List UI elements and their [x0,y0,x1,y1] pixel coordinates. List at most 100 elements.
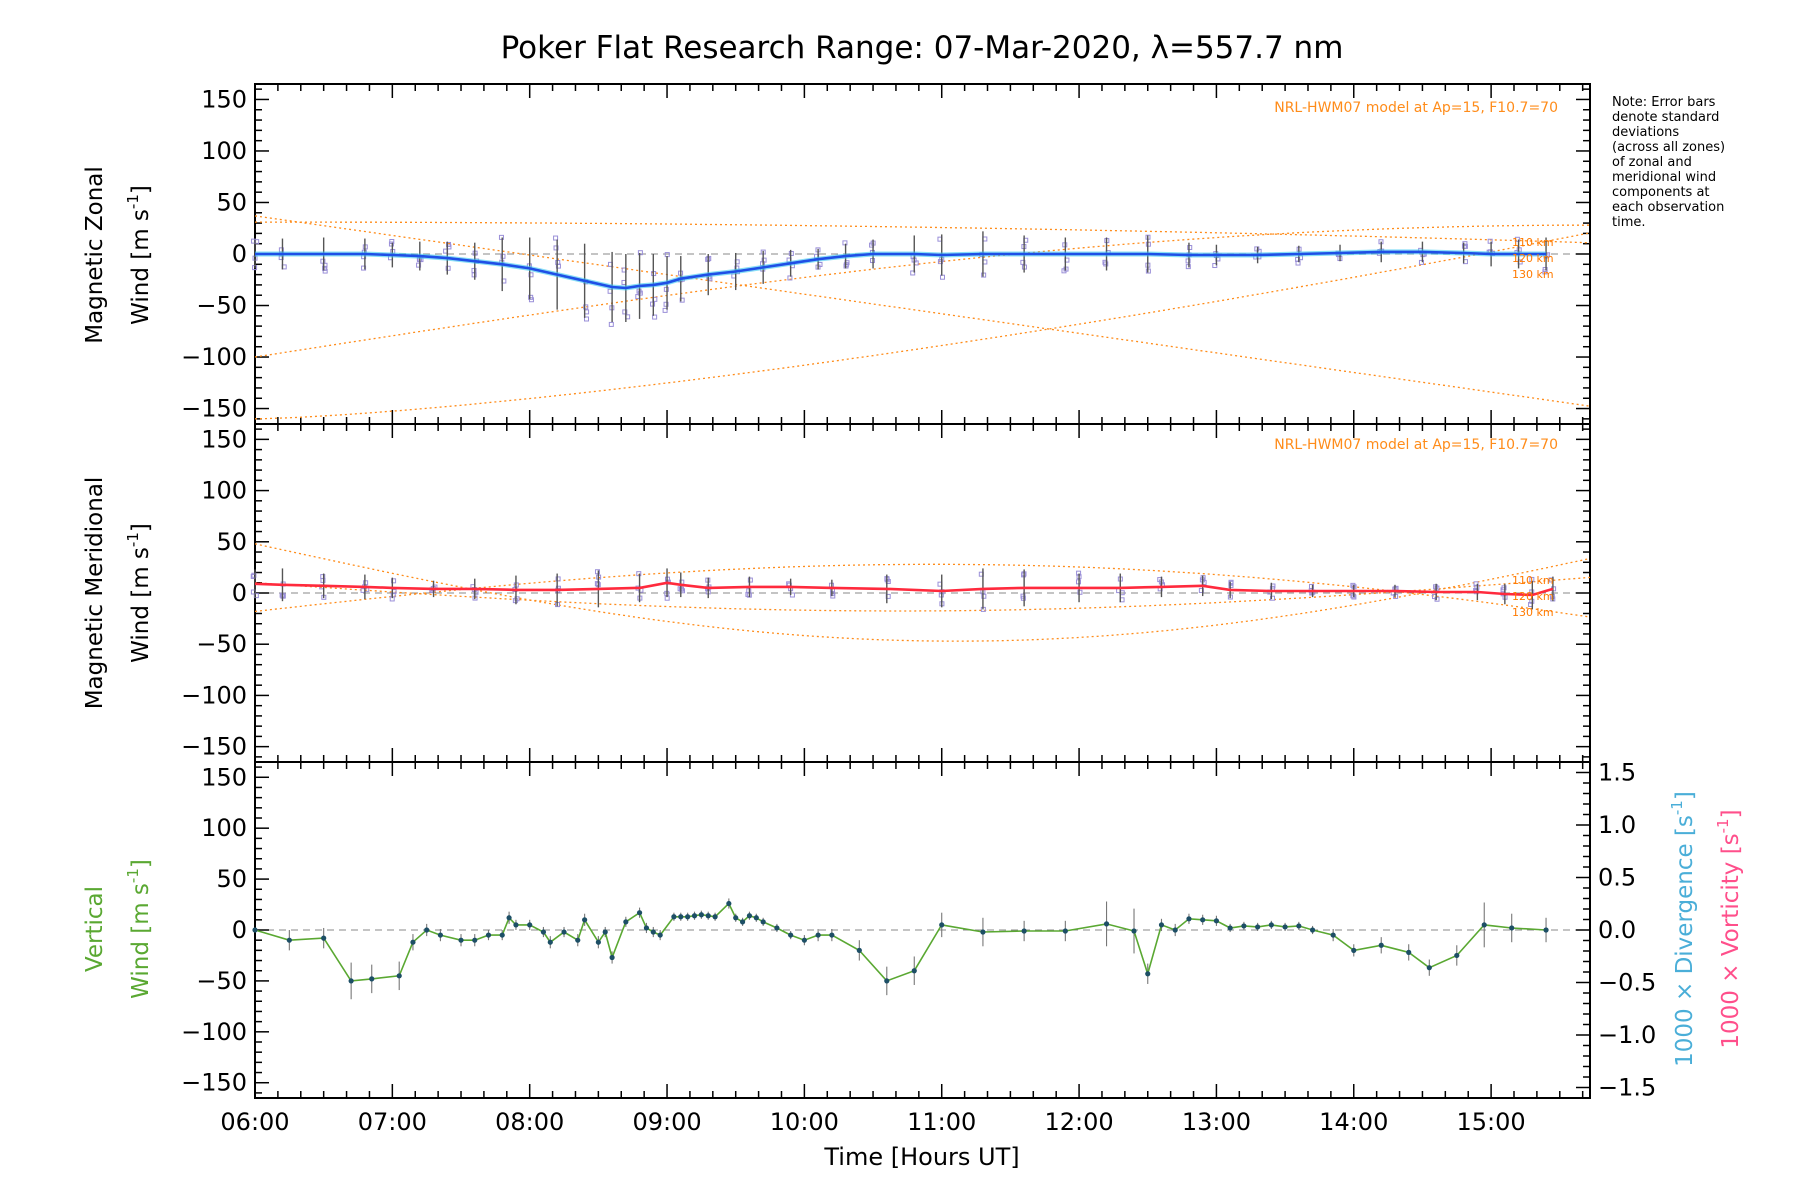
vertical-wind-point [1351,947,1357,953]
y-tick-label: −100 [181,343,247,371]
scatter-point [1228,583,1234,589]
scatter-point [787,275,793,281]
scatter-point [939,274,945,280]
right-tick-label: 1.5 [1598,759,1636,787]
note-line: meridional wind [1612,170,1716,185]
right-tick-label: −0.5 [1598,969,1656,997]
error-bar-note: Note: Error bars denote standard deviati… [1612,95,1725,230]
divergence-label-close: ] [1672,791,1698,800]
note-line: each observation [1612,200,1724,215]
scatter-point [553,245,559,251]
vertical-wind-point [1200,917,1206,923]
vertical-wind-point [733,915,739,921]
scatter-point [280,593,286,599]
altitude-label-130: 130 km [1512,606,1554,619]
zonal-wind-line [255,250,1546,290]
y-tick-label: 150 [201,425,247,453]
divergence-label-exponent: -1 [1668,800,1686,815]
vertical-wind-point [1103,921,1110,927]
vertical-wind-point [1378,942,1384,948]
x-tick-label: 13:00 [1182,1108,1251,1136]
vertical-wind-point [698,912,704,918]
scatter-point [637,290,643,296]
scatter-point [1418,259,1424,265]
vertical-ylabel-exponent: -1 [124,868,142,883]
scatter-point [500,253,506,259]
x-tick-label: 14:00 [1319,1108,1388,1136]
vertical-wind-point [472,937,478,943]
scatter-point [553,235,559,241]
scatter-point [594,581,600,587]
meridional-model-label: NRL-HWM07 model at Ap=15, F10.7=70 [1274,437,1558,453]
vertical-wind-point [691,913,698,919]
x-tick-label: 15:00 [1457,1108,1526,1136]
scatter-point [747,577,753,583]
scatter-point [652,314,658,320]
scatter-point [528,294,534,300]
right-tick-label: 0.5 [1598,864,1636,892]
vertical-wind-point [1406,949,1412,956]
vertical-wind-point [1309,927,1316,933]
scatter-point [445,265,451,271]
y-tick-label: 150 [201,763,247,791]
scatter-point [1185,258,1191,264]
note-line: denote standard [1612,110,1719,125]
vertical-wind-point [499,932,505,938]
meridional-ylabel-line1: Magnetic Meridional [82,477,108,710]
scatter-point [664,252,670,258]
meridional-ylabel-unit: Wind [m s [128,547,154,663]
meridional-altitude-labels: 110 km 120 km 130 km [1512,574,1554,619]
scatter-point [555,263,561,269]
y-tick-label: −50 [196,630,247,658]
altitude-label-110: 110 km [1512,236,1554,249]
y-tick-label: 50 [216,865,247,893]
vertical-wind-point [424,927,430,933]
vertical-wind-point [458,937,464,943]
vertical-wind-point [760,919,766,925]
vertical-wind-point [1330,932,1336,938]
note-line: of zonal and [1612,155,1692,170]
model-curve-meridional [254,576,1591,612]
y-tick-label: −150 [181,1069,247,1097]
y-tick-label: 0 [232,240,247,268]
scatter-point [583,304,589,310]
vertical-wind-point [1158,922,1165,928]
vertical-wind-point [650,929,656,935]
vertical-wind-point [252,927,258,933]
scatter-point [1542,269,1548,275]
scatter-point [1461,243,1467,249]
y-tick-label: 50 [216,528,247,556]
vertical-wind-point [1021,928,1027,934]
scatter-point [1077,589,1083,595]
vertical-wind-point [801,937,807,943]
vertical-wind-point [657,932,663,938]
vertical-wind-point [1509,925,1515,931]
scatter-point [473,589,479,595]
zonal-ylabel-exponent: -1 [124,194,142,209]
vertical-wind-point [547,939,553,945]
vertical-wind-point [410,939,416,945]
vertical-wind-point [1282,924,1288,930]
vertical-wind-point [746,913,753,919]
vertical-ylabel-unit: Wind [m s [128,883,154,999]
plot-area: 150100500−50−100−150150100500−50−100−150… [181,83,1656,1136]
vertical-ylabel-line2: Wind [m s-1] [124,859,154,999]
note-line: Note: Error bars [1612,95,1716,110]
right-tick-label: −1.5 [1598,1074,1656,1102]
x-tick-label: 10:00 [770,1108,839,1136]
scatter-point [1020,595,1026,601]
vertical-wind-point [705,913,711,919]
vertical-wind-point [1426,965,1432,971]
vertical-wind-point [815,932,821,938]
scatter-point [608,321,614,327]
zonal-ylabel-unit: Wind [m s [128,209,154,325]
scatter-point [1254,246,1260,252]
vertical-wind-point [739,919,746,925]
vertical-wind-point [1296,923,1302,929]
divergence-label-text: 1000 × Divergence [s [1672,815,1698,1067]
vertical-wind-point [911,968,917,974]
vertical-wind-line [254,902,1547,982]
vertical-wind-point [774,925,780,931]
vertical-wind-point [561,929,567,935]
